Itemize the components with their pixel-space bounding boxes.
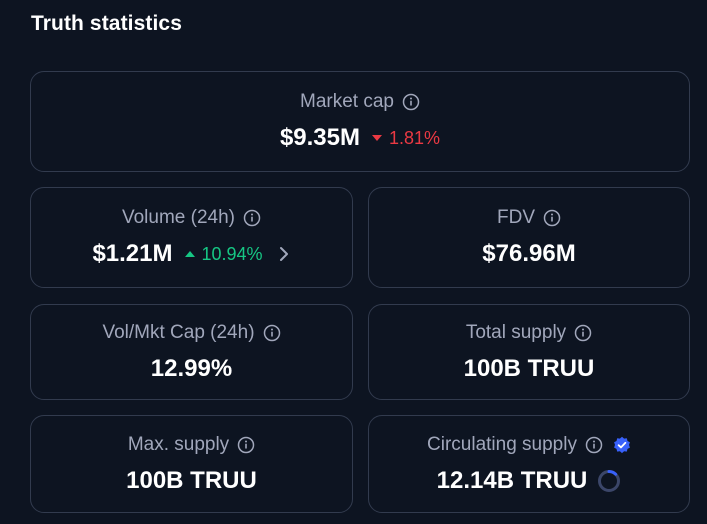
market-cap-change: 1.81% [372,123,440,153]
market-cap-card: Market cap $9.35M 1.81% [30,71,690,172]
max-supply-value: 100B TRUU [126,466,257,494]
market-cap-change-value: 1.81% [389,128,441,148]
total-supply-card: Total supply 100B TRUU [368,304,690,400]
volume-card[interactable]: Volume (24h) $1.21M 10.94% [30,187,353,288]
max-supply-label: Max. supply [127,433,230,455]
volume-change-value: 10.94% [201,244,263,264]
market-cap-label: Market cap [300,91,394,112]
total-supply-value: 100B TRUU [463,354,595,382]
fdv-value: $76.96M [482,240,576,267]
chevron-right-icon[interactable] [277,246,291,262]
vol-mkt-cap-label: Vol/Mkt Cap (24h) [102,321,255,343]
total-supply-label: Total supply [465,321,567,343]
info-icon[interactable] [243,209,261,227]
caret-up-icon [184,251,195,257]
info-icon[interactable] [574,324,592,342]
volume-label: Volume (24h) [121,207,235,228]
volume-value: $1.21M [92,240,173,267]
info-icon[interactable] [402,93,420,111]
market-cap-value: $9.35M [279,124,360,151]
circulating-supply-value: 12.14B TRUU [436,466,588,494]
fdv-header: FDV [497,206,561,230]
vol-mkt-cap-value: 12.99% [150,354,233,382]
fdv-card: FDV $76.96M [368,187,690,288]
vol-mkt-cap-card: Vol/Mkt Cap (24h) 12.99% [30,304,353,400]
circulating-progress-ring[interactable] [597,469,621,493]
circulating-supply-card: Circulating supply 12.14B TRUU [368,415,690,513]
circulating-supply-header: Circulating supply [427,433,631,457]
caret-down-icon [372,135,382,141]
info-icon[interactable] [263,324,281,342]
section-title: Truth statistics [31,12,182,35]
volume-header: Volume (24h) [122,206,261,230]
progress-ring-fill [598,469,621,492]
volume-change: 10.94% [184,239,263,269]
verified-badge-icon[interactable] [613,436,631,454]
fdv-value-row: $76.96M [482,239,575,269]
total-supply-header: Total supply [466,321,592,345]
circulating-supply-value-row: 12.14B TRUU [437,466,622,496]
vol-mkt-cap-value-row: 12.99% [151,354,232,384]
info-icon[interactable] [585,436,603,454]
fdv-label: FDV [497,207,535,228]
market-cap-value-row: $9.35M 1.81% [280,123,440,153]
max-supply-card: Max. supply 100B TRUU [30,415,353,513]
max-supply-value-row: 100B TRUU [126,466,257,496]
vol-mkt-cap-header: Vol/Mkt Cap (24h) [102,321,280,345]
market-cap-header: Market cap [300,90,420,114]
max-supply-header: Max. supply [128,433,255,457]
total-supply-value-row: 100B TRUU [464,354,595,384]
info-icon[interactable] [237,436,255,454]
circulating-supply-label: Circulating supply [427,433,577,455]
volume-value-row: $1.21M 10.94% [92,239,290,269]
info-icon[interactable] [543,209,561,227]
